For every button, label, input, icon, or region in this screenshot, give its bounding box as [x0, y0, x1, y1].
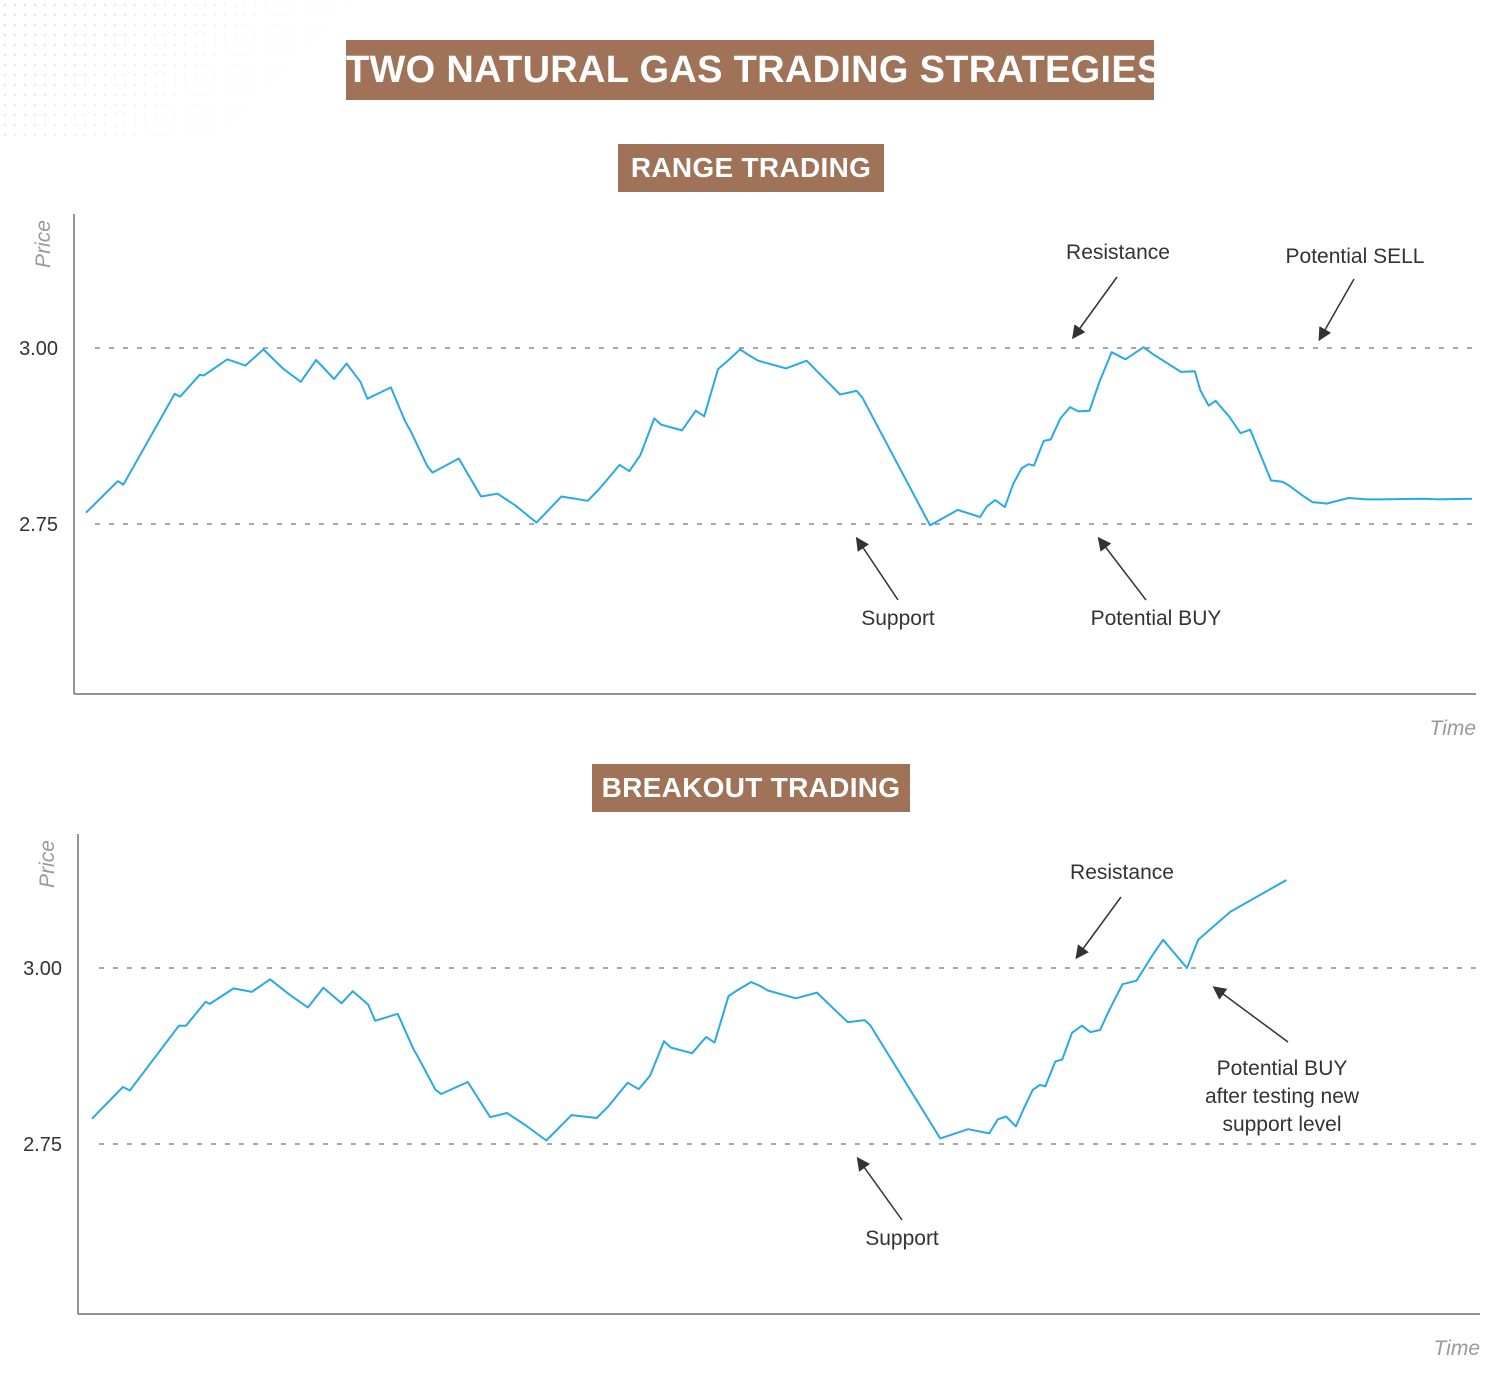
range-trading-chart: Price Time 3.00 2.75 Resistance Potentia…: [19, 214, 1476, 740]
potential-buy-arrow: [1212, 986, 1289, 1043]
support-arrow: [856, 1156, 903, 1221]
potential-sell-annotation: Potential SELL: [1286, 245, 1425, 268]
y-axis-label: Price: [32, 220, 55, 268]
resistance-arrow: [1075, 896, 1122, 960]
potential-buy-annotation-line-2: after testing new: [1205, 1085, 1360, 1108]
support-annotation: Support: [861, 607, 935, 630]
y-tick-label-3-00: 3.00: [19, 338, 58, 360]
y-tick-label-2-75: 2.75: [23, 1134, 62, 1156]
resistance-annotation: Resistance: [1070, 861, 1174, 884]
potential-buy-annotation-line-3: support level: [1222, 1113, 1341, 1136]
breakout-trading-title-banner: BREAKOUT TRADING: [592, 764, 910, 812]
y-axis-label: Price: [36, 840, 59, 888]
resistance-annotation: Resistance: [1066, 241, 1170, 264]
x-axis-label: Time: [1430, 717, 1476, 740]
support-annotation: Support: [865, 1227, 939, 1250]
price-series-line: [91, 879, 1287, 1142]
range-trading-title-banner: RANGE TRADING: [618, 144, 884, 192]
y-tick-label-2-75: 2.75: [19, 514, 58, 536]
potential-buy-annotation: Potential BUY: [1091, 607, 1222, 630]
potential-buy-arrow: [1097, 536, 1147, 601]
resistance-arrow: [1072, 276, 1118, 340]
potential-sell-arrow: [1318, 278, 1355, 342]
potential-buy-annotation-line-1: Potential BUY: [1217, 1057, 1348, 1080]
breakout-trading-chart: Price Time 3.00 2.75 Resistance Support …: [23, 834, 1480, 1360]
price-series-line: [85, 346, 1473, 527]
y-tick-label-3-00: 3.00: [23, 958, 62, 980]
support-arrow: [855, 536, 899, 601]
x-axis-label: Time: [1434, 1337, 1480, 1360]
main-title-banner: TWO NATURAL GAS TRADING STRATEGIES: [346, 40, 1162, 100]
